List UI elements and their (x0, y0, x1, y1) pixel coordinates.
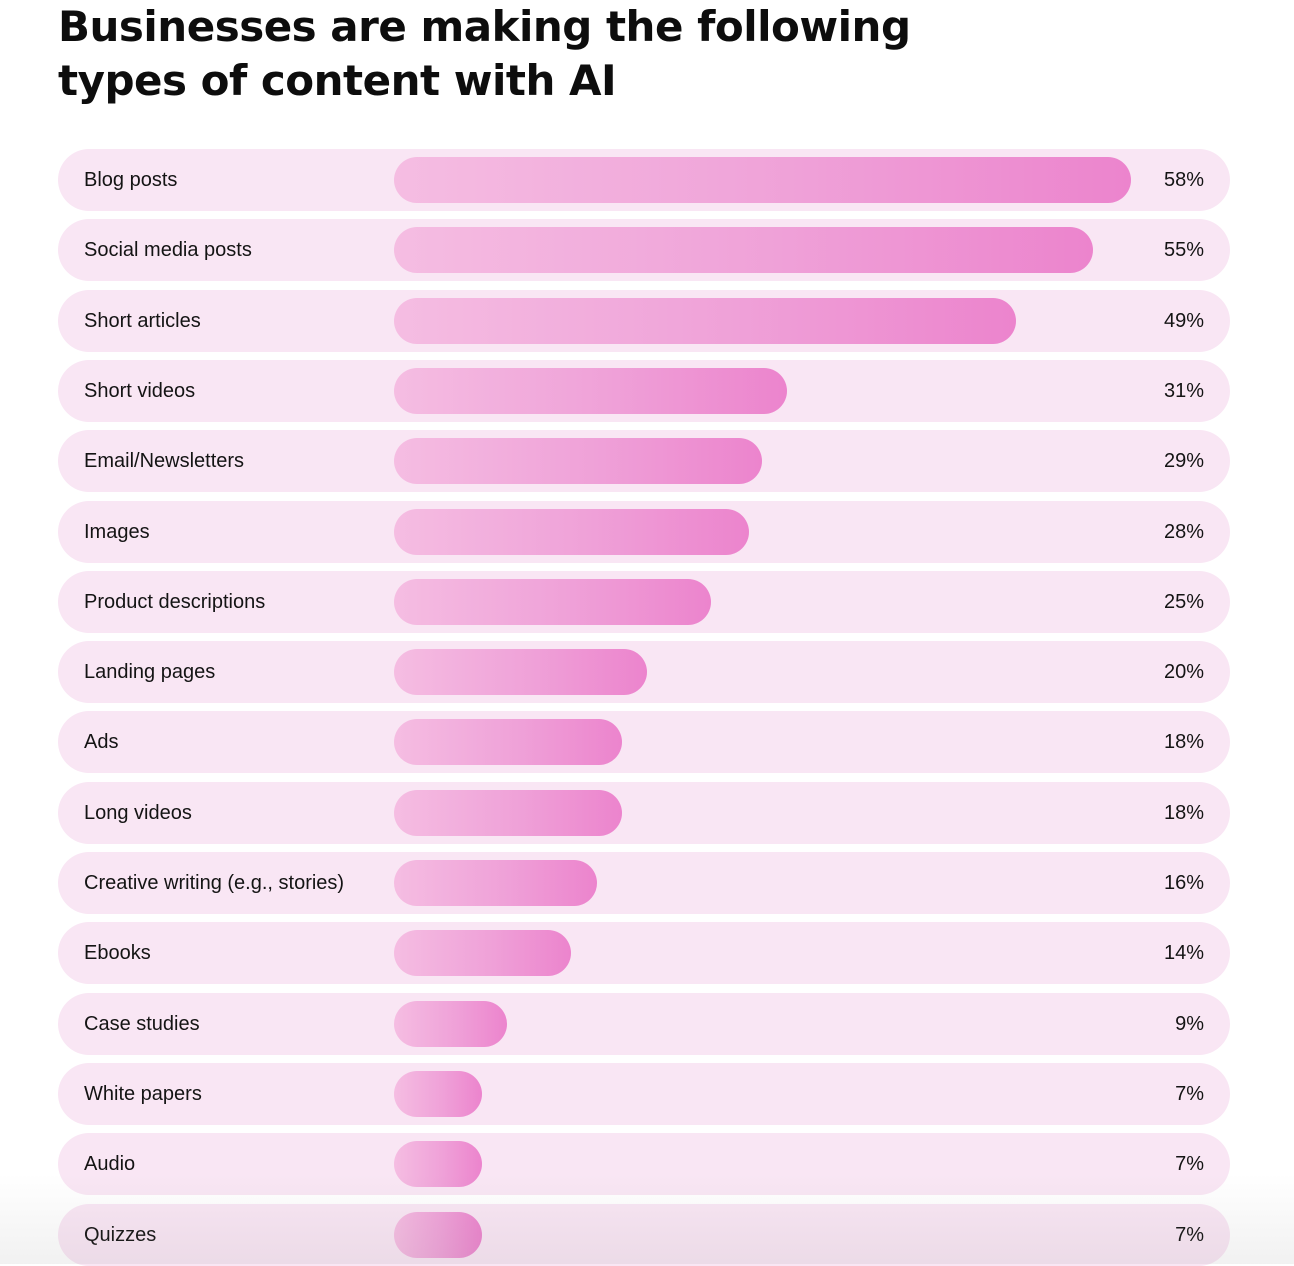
bar-category-label: White papers (84, 1083, 202, 1105)
bar-row: Ads 18% (58, 711, 1230, 773)
bar-value-label: 9% (1175, 1013, 1204, 1035)
bar-value-label: 7% (1175, 1083, 1204, 1105)
bar-row: Creative writing (e.g., stories) 16% (58, 852, 1230, 914)
bar-category-label: Long videos (84, 802, 192, 824)
bar (394, 157, 1131, 203)
bar-category-label: Blog posts (84, 169, 178, 191)
bar-category-label: Short articles (84, 310, 201, 332)
bar (394, 509, 749, 555)
bar-row: Case studies 9% (58, 993, 1230, 1055)
bar-category-label: Landing pages (84, 661, 216, 683)
bar (394, 1141, 482, 1187)
bar-category-label: Creative writing (e.g., stories) (84, 872, 345, 894)
bar-value-label: 28% (1163, 521, 1204, 543)
bar-value-label: 49% (1163, 310, 1204, 332)
bar-category-label: Ads (84, 731, 119, 753)
bar-category-label: Email/Newsletters (84, 450, 245, 472)
bar (394, 790, 622, 836)
bar (394, 1071, 482, 1117)
bar-category-label: Ebooks (84, 942, 151, 964)
bar-value-label: 58% (1163, 169, 1204, 191)
bar-row: Ebooks 14% (58, 922, 1230, 984)
bar (394, 719, 622, 765)
bar-row: Audio 7% (58, 1133, 1230, 1195)
bar-category-label: Short videos (84, 380, 196, 402)
bar-row: Blog posts 58% (58, 149, 1230, 211)
bar-row: Product descriptions 25% (58, 571, 1230, 633)
bar-value-label: 31% (1163, 380, 1204, 402)
bar-row: White papers 7% (58, 1063, 1230, 1125)
bar-category-label: Quizzes (84, 1224, 157, 1246)
bar (394, 930, 571, 976)
bar (394, 368, 787, 414)
bar-category-label: Audio (84, 1153, 136, 1175)
chart-title: Businesses are making the following type… (58, 2, 911, 105)
bar-value-label: 18% (1163, 731, 1204, 753)
bar-value-label: 29% (1163, 450, 1204, 472)
bar-row: Short articles 49% (58, 290, 1230, 352)
bar-category-label: Images (84, 521, 150, 543)
bar-value-label: 14% (1163, 942, 1204, 964)
bar-row: Social media posts 55% (58, 219, 1230, 281)
bar-row: Landing pages 20% (58, 641, 1230, 703)
bar (394, 227, 1093, 273)
bar (394, 438, 762, 484)
bar-row: Quizzes 7% (58, 1204, 1230, 1266)
bar-row: Short videos 31% (58, 360, 1230, 422)
bar-row: Images 28% (58, 501, 1230, 563)
bar (394, 1001, 507, 1047)
bar-value-label: 7% (1175, 1153, 1204, 1175)
bar (394, 860, 597, 906)
bar (394, 1212, 482, 1258)
bar-value-label: 16% (1163, 872, 1204, 894)
bar (394, 298, 1016, 344)
bar-row: Email/Newsletters 29% (58, 430, 1230, 492)
bar-category-label: Product descriptions (84, 591, 266, 613)
bar (394, 579, 711, 625)
bar-value-label: 25% (1163, 591, 1204, 613)
bar-value-label: 55% (1163, 239, 1204, 261)
bar-value-label: 7% (1175, 1224, 1204, 1246)
bar-value-label: 18% (1163, 802, 1204, 824)
bar-category-label: Case studies (84, 1013, 200, 1035)
bar-value-label: 20% (1163, 661, 1204, 683)
bar-row: Long videos 18% (58, 782, 1230, 844)
bar-category-label: Social media posts (84, 239, 252, 261)
bar (394, 649, 647, 695)
